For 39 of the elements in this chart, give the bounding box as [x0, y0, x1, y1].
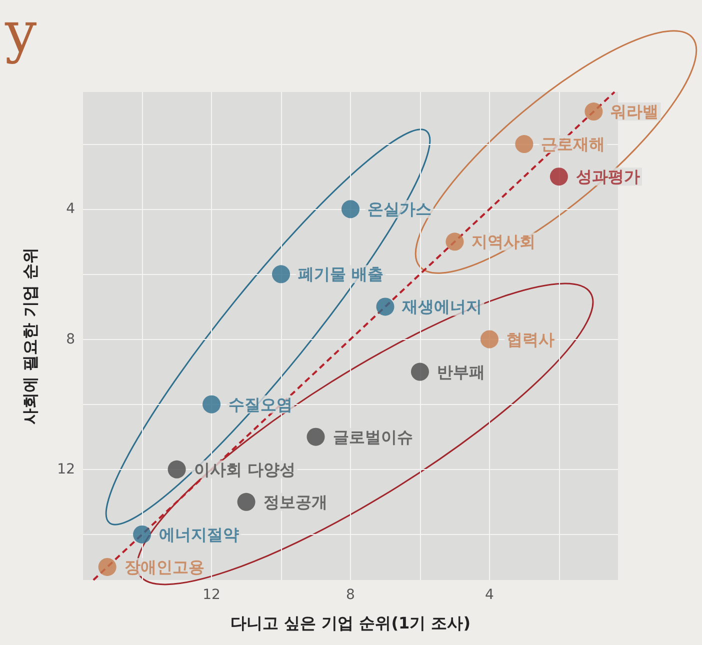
point: [342, 200, 360, 218]
y-tick-label: 4: [66, 201, 76, 218]
annotation: 재생에너지: [401, 297, 482, 316]
annotation: 글로벌이슈: [332, 427, 413, 446]
x-tick-label: 4: [485, 587, 494, 603]
point: [584, 102, 603, 121]
point: [411, 362, 429, 381]
point: [168, 460, 186, 478]
annotation: 온실가스: [368, 200, 432, 219]
annotation: 에너지절약: [159, 524, 240, 544]
annotation: 워라밸: [610, 102, 659, 122]
annotation: 이사회 다양성: [194, 460, 296, 479]
annotation: 정보공개: [263, 492, 328, 512]
point: [133, 525, 152, 544]
annotation: 반부패: [436, 362, 485, 382]
point: [98, 558, 116, 576]
chart-title: y: [4, 0, 37, 66]
annotation: 수질오염: [228, 394, 293, 414]
x-tick-label: 8: [346, 587, 355, 603]
point: [306, 428, 325, 446]
point: [550, 168, 568, 186]
y-tick-label: 8: [66, 331, 75, 348]
annotation: 근로재해: [541, 134, 606, 154]
y-axis-title: 사회에 필요한 기업 순위: [20, 248, 40, 424]
annotation: 지역사회: [472, 232, 536, 252]
point: [202, 395, 221, 414]
x-tick-label: 12: [202, 587, 220, 603]
annotation: 장애인고용: [124, 557, 204, 576]
annotation: 성과평가: [576, 167, 640, 186]
point: [480, 330, 498, 348]
point: [237, 492, 256, 511]
point: [376, 298, 394, 316]
point: [272, 265, 290, 284]
x-axis-title: 다니고 싶은 기업 순위(1기 조사): [230, 614, 471, 632]
point: [446, 232, 464, 251]
annotation: 협력사: [506, 330, 554, 349]
annotation: 폐기물 배출: [298, 264, 384, 284]
point: [515, 135, 534, 154]
y-tick-label: 12: [57, 461, 75, 478]
